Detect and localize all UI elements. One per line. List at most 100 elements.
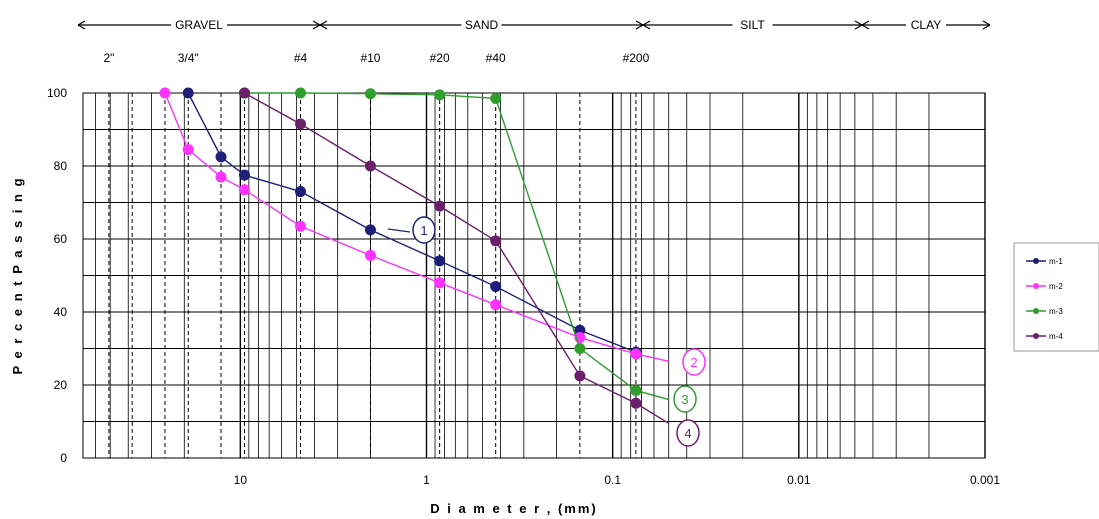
data-point [215, 151, 227, 163]
callout-ellipse [676, 419, 700, 447]
y-tick-label: 60 [54, 232, 68, 246]
arrow-head [861, 20, 870, 30]
arrow-head [642, 20, 651, 30]
data-point [182, 144, 194, 156]
data-point [490, 92, 502, 104]
callout-arrow [387, 228, 411, 233]
legend-label: m-4 [1049, 332, 1063, 341]
y-ticks: 0 20 40 60 80 100 [47, 86, 67, 465]
data-point [574, 343, 586, 354]
data-point [215, 171, 227, 183]
legend: m-1 m-2 m-3 m-4 [1013, 242, 1099, 352]
data-point [490, 280, 502, 292]
sieve-label: 3/4" [178, 51, 199, 65]
data-point [238, 184, 250, 196]
data-point [364, 88, 376, 100]
data-point [434, 255, 446, 267]
x-ticks: 10 1 0.1 0.01 0.001 [234, 473, 1001, 487]
callout-label: 3 [681, 392, 688, 407]
data-point [238, 169, 250, 181]
data-point [364, 224, 376, 236]
series-m-2 [159, 87, 669, 362]
sieve-labels: 2" 3/4" #4 #10 #20 #40 #200 [103, 51, 649, 65]
band-label: SILT [740, 18, 765, 32]
sieve-label: #4 [294, 51, 308, 65]
data-point [295, 220, 307, 232]
arrow-head [635, 20, 644, 30]
data-point [295, 87, 307, 99]
arrow-head [77, 20, 86, 30]
x-tick-label: 0.1 [604, 473, 621, 487]
callout-4: 4 [676, 419, 700, 447]
y-tick-label: 20 [54, 378, 68, 392]
legend-label: m-2 [1049, 282, 1063, 291]
callout-ellipse [673, 385, 697, 413]
series-line [244, 92, 670, 424]
y-tick-label: 40 [54, 305, 68, 319]
callout-label: 2 [690, 355, 697, 370]
band-silt: SILT [642, 18, 863, 32]
callout-label: 1 [420, 223, 427, 238]
series-m-1 [182, 87, 642, 358]
data-point [159, 87, 171, 99]
x-tick-label: 10 [234, 473, 248, 487]
data-point [434, 89, 446, 101]
series-m-3 [238, 87, 669, 401]
legend-item: m-2 [1026, 282, 1063, 291]
band-label: CLAY [911, 18, 941, 32]
legend-label: m-1 [1049, 257, 1063, 266]
x-tick-label: 1 [423, 473, 430, 487]
data-point [630, 397, 642, 409]
sieve-label: #20 [430, 51, 450, 65]
arrow-head [312, 20, 321, 30]
legend-item: m-4 [1026, 332, 1063, 341]
series-m-4 [238, 87, 670, 424]
legend-swatch-marker [1033, 258, 1039, 264]
y-tick-label: 100 [47, 86, 67, 100]
band-clay: CLAY [861, 18, 991, 32]
data-point [434, 277, 446, 289]
grid [82, 93, 986, 458]
data-point [182, 87, 194, 99]
band-label: GRAVEL [175, 18, 223, 32]
soil-bands: GRAVEL SAND SILT CLAY [77, 18, 991, 32]
data-point [490, 299, 502, 311]
callout-ellipse [682, 348, 706, 376]
series-line [244, 92, 669, 401]
series [159, 87, 670, 424]
arrow-head [982, 20, 991, 30]
legend-label: m-3 [1049, 307, 1063, 316]
data-point [295, 118, 307, 130]
callouts: 1 2 3 4 [387, 216, 706, 447]
band-gravel: GRAVEL [77, 18, 321, 32]
x-tick-label: 0.01 [787, 473, 811, 487]
band-sand: SAND [319, 18, 644, 32]
callout-ellipse [412, 216, 436, 244]
sieve-label: 2" [103, 51, 114, 65]
callout-3: 3 [673, 385, 697, 413]
data-point [295, 186, 307, 198]
data-point [238, 87, 250, 99]
callout-label: 4 [684, 426, 691, 441]
series-line [187, 92, 637, 353]
legend-item: m-3 [1026, 307, 1063, 316]
x-tick-label: 0.001 [970, 473, 1000, 487]
plot-frame [82, 92, 986, 459]
y-tick-label: 0 [60, 451, 67, 465]
data-point [490, 235, 502, 247]
data-point [434, 200, 446, 212]
x-axis-label: D i a m e t e r , (mm) [430, 501, 598, 516]
data-point [630, 348, 642, 360]
callout-2: 2 [682, 348, 706, 376]
data-point [574, 370, 586, 382]
sieve-lines [108, 93, 637, 458]
legend-item: m-1 [1026, 257, 1063, 266]
data-point [630, 384, 642, 396]
legend-swatch-marker [1033, 283, 1039, 289]
y-axis-label: P e r c e n t P a s s i n g [10, 176, 25, 374]
y-tick-label: 80 [54, 159, 68, 173]
legend-swatch-marker [1033, 333, 1039, 339]
callout-1: 1 [387, 216, 436, 244]
legend-swatch-marker [1033, 308, 1039, 314]
band-label: SAND [465, 18, 499, 32]
